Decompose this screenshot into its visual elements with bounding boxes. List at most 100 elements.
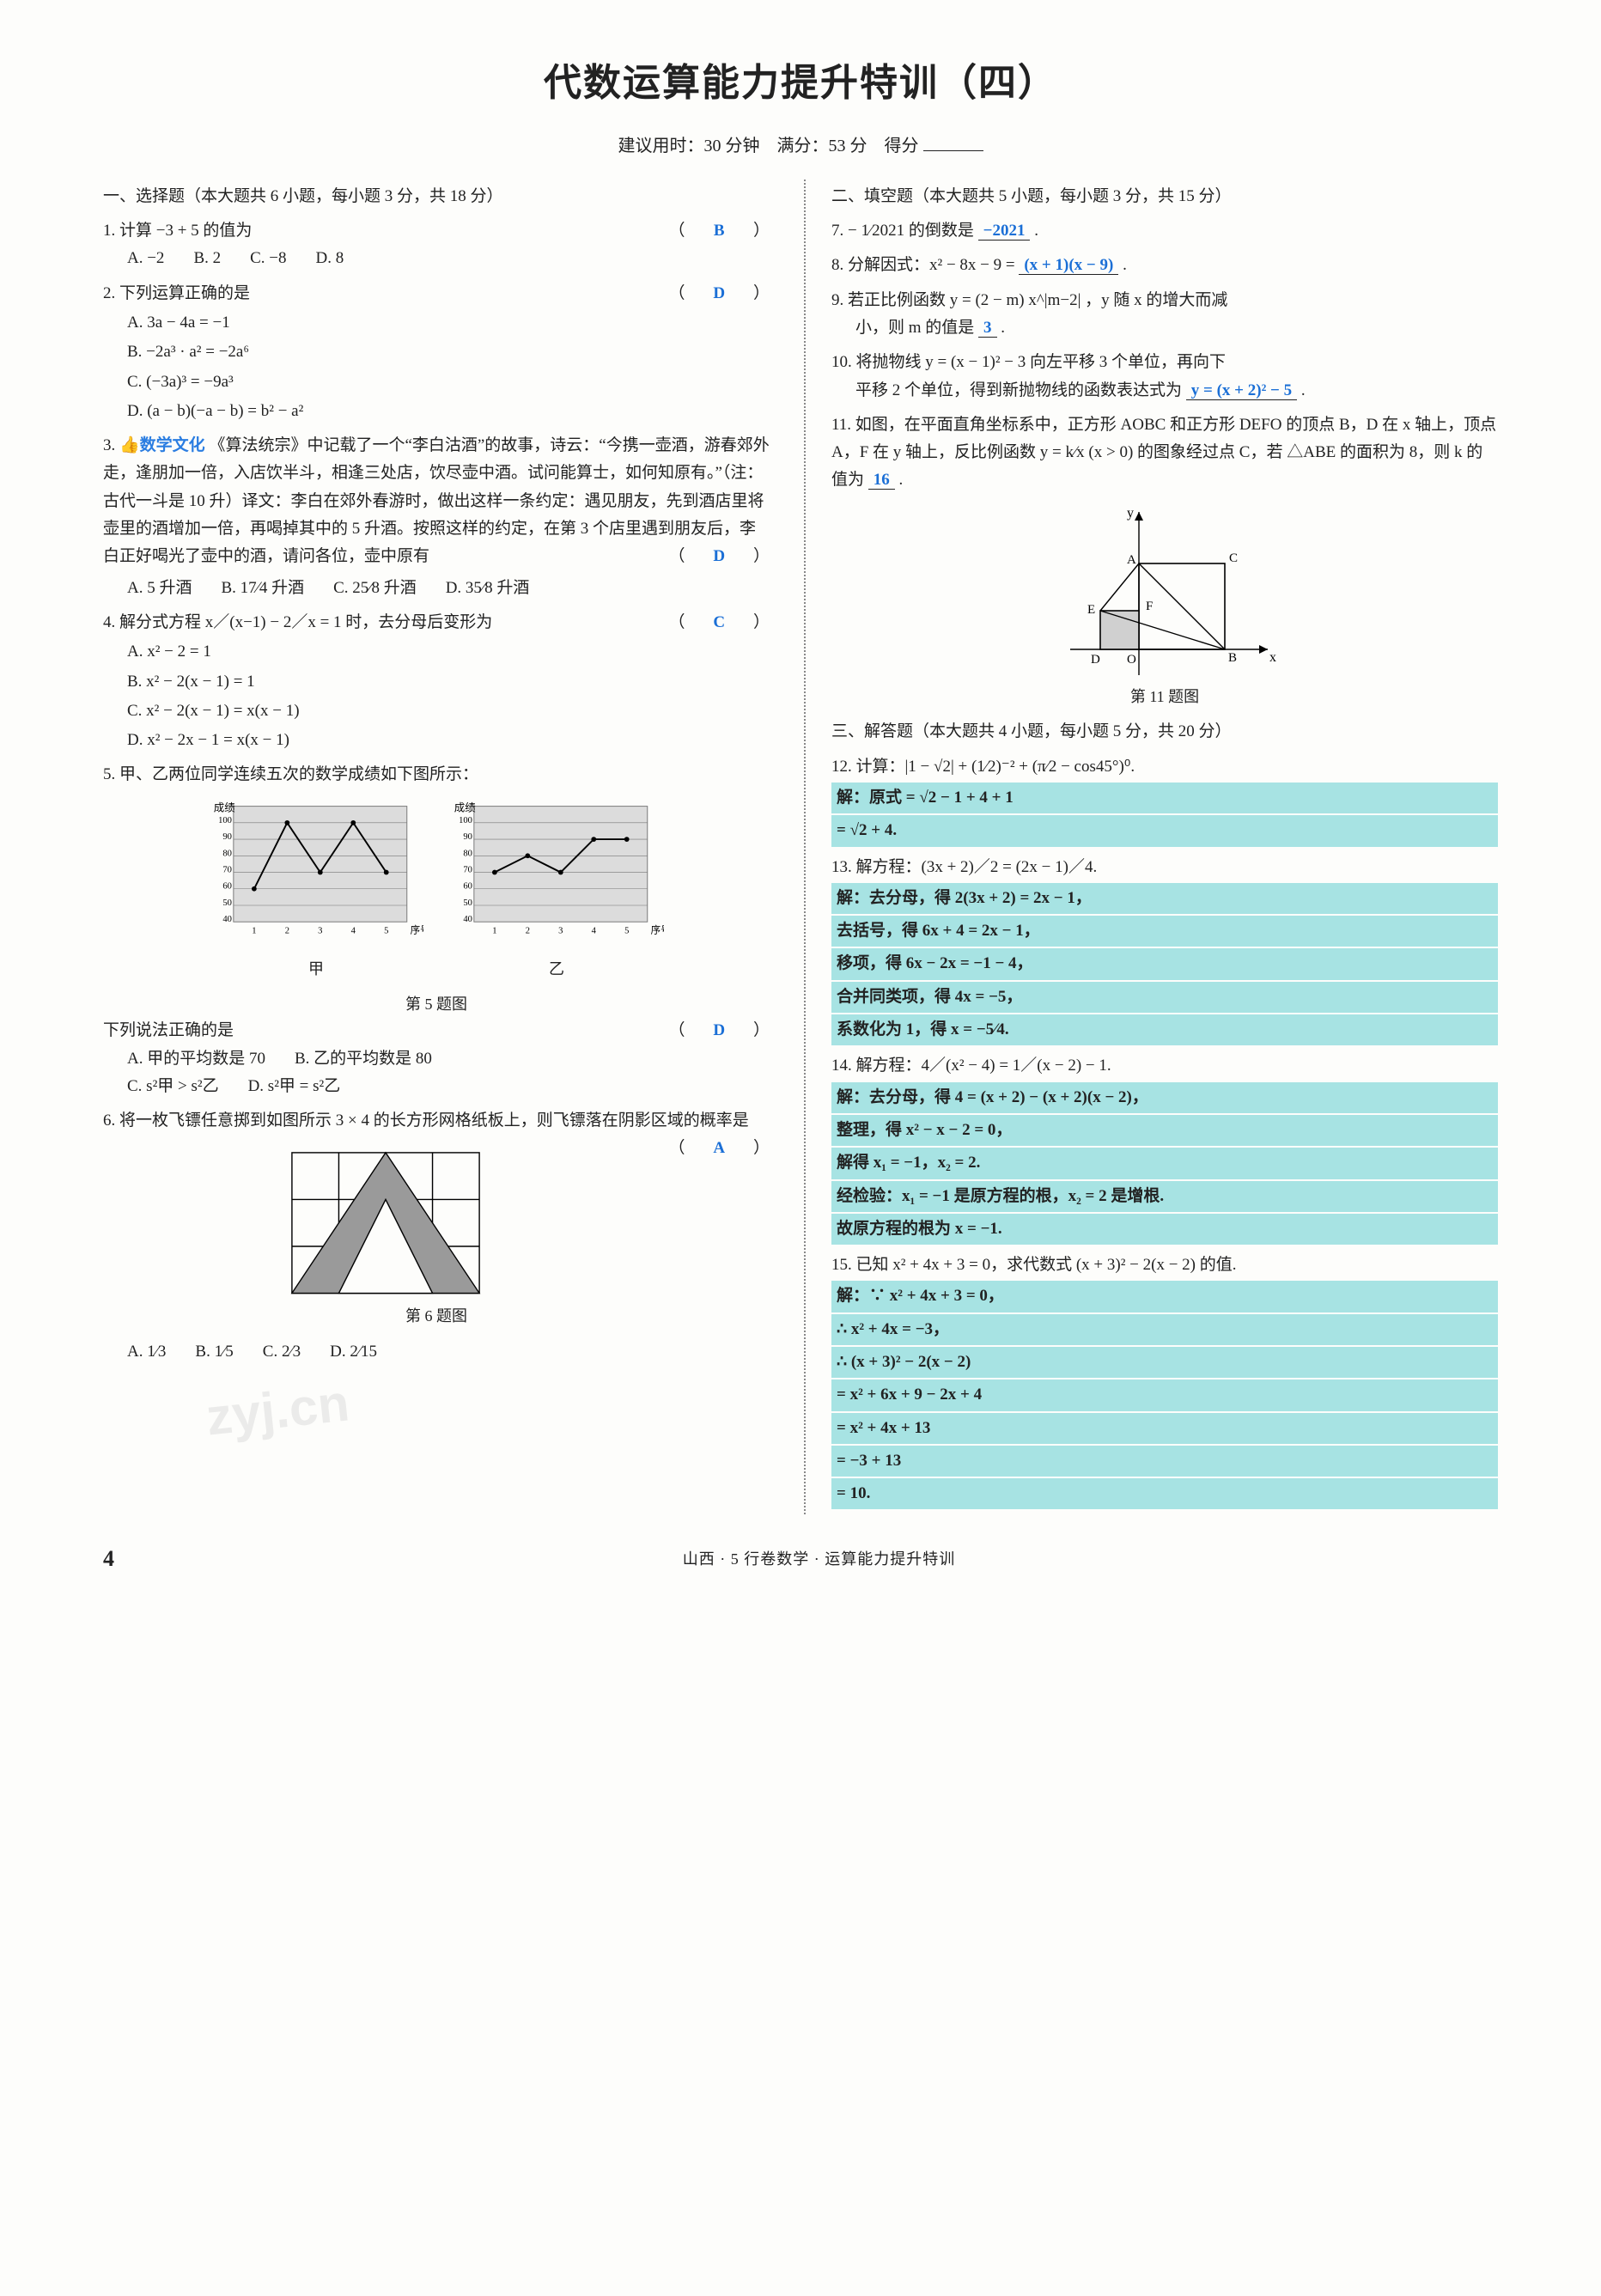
q6-optC: C. 2⁄3 [263,1338,301,1366]
svg-text:O: O [1127,653,1136,667]
q6-stem: 6. 将一枚飞镖任意掷到如图所示 3 × 4 的长方形网格纸板上，则飞镖落在阴影… [103,1111,749,1130]
q6-figure: 第 6 题图 [103,1143,770,1329]
q7-answer: −2021 [978,222,1031,241]
svg-text:2: 2 [285,926,289,935]
q4-optD: D. x² − 2x − 1 = x(x − 1) [127,727,770,754]
q3-answer: D [689,543,749,570]
svg-text:5: 5 [624,926,629,935]
q15: 15. 已知 x² + 4x + 3 = 0，求代数式 (x + 3)² − 2… [831,1252,1498,1509]
svg-text:80: 80 [463,849,472,858]
q9-tail: . [1001,319,1005,337]
q12-sol-0: 解：原式 = √2 − 1 + 4 + 1 [831,783,1498,813]
q1-optB: B. 2 [193,245,221,272]
q14-sol-3: 经检验：x₁ = −1 是原方程的根，x₂ = 2 是增根. [831,1181,1498,1212]
q4-optB: B. x² − 2(x − 1) = 1 [127,668,770,696]
svg-text:50: 50 [463,898,472,908]
svg-text:成绩: 成绩 [214,801,235,813]
svg-text:70: 70 [463,865,472,874]
q13-sol-0: 解：去分母，得 2(3x + 2) = 2x − 1， [831,883,1498,914]
svg-text:3: 3 [318,926,322,935]
q14-sol-4: 故原方程的根为 x = −1. [831,1214,1498,1245]
q6-answer: A [689,1135,749,1162]
time-hint: 建议用时：30 分钟 [618,137,760,155]
q5-left-label: 甲 [209,956,423,983]
q8-answer: (x + 1)(x − 9) [1019,256,1118,275]
q10: 10. 将抛物线 y = (x − 1)² − 3 向左平移 3 个单位，再向下… [831,349,1498,405]
q3: 3. 👍数学文化 《算法统宗》中记载了一个“李白沽酒”的故事，诗云：“今携一壶酒… [103,432,770,602]
svg-text:50: 50 [222,898,232,908]
q1-optD: D. 8 [316,245,344,272]
q4-optC: C. x² − 2(x − 1) = x(x − 1) [127,697,770,725]
svg-text:5: 5 [384,926,388,935]
q5-charts: 成绩 100 90 80 70 60 50 40 [103,798,770,983]
right-column: 二、填空题（本大题共 5 小题，每小题 3 分，共 15 分） 7. − 1⁄2… [804,180,1498,1515]
q15-stem: 15. 已知 x² + 4x + 3 = 0，求代数式 (x + 3)² − 2… [831,1252,1498,1279]
thumb-icon: 👍 [119,436,140,454]
svg-text:成绩: 成绩 [454,801,476,813]
q1-answer: B [689,217,749,245]
q6-optA: A. 1⁄3 [127,1338,166,1366]
q15-sol-0: 解：∵ x² + 4x + 3 = 0， [831,1281,1498,1312]
svg-text:D: D [1091,653,1100,667]
q10-tail: . [1301,381,1306,399]
page-footer: 4 山西 · 5 行卷数学 · 运算能力提升特训 [103,1540,1498,1578]
q4-answer: C [689,609,749,636]
svg-text:90: 90 [463,832,472,842]
svg-text:F: F [1146,600,1153,613]
q14-sol-1: 整理，得 x² − x − 2 = 0， [831,1115,1498,1146]
q7-tail: . [1034,222,1038,240]
q3-optD: D. 35⁄8 升酒 [446,575,530,602]
q9-line1: 9. 若正比例函数 y = (2 − m) x^|m−2| ，y 随 x 的增大… [831,287,1498,314]
q3-pre: 3. [103,436,119,454]
q5-chart-yi: 成绩 10090 8070 6050 40 [449,798,664,983]
q14-stem: 14. 解方程：4／(x² − 4) = 1／(x − 2) − 1. [831,1052,1498,1080]
svg-text:60: 60 [222,881,232,891]
q6-optB: B. 1⁄5 [195,1338,233,1366]
q15-sol-3: = x² + 6x + 9 − 2x + 4 [831,1379,1498,1410]
q11: 11. 如图，在平面直角坐标系中，正方形 AOBC 和正方形 DEFO 的顶点 … [831,411,1498,710]
q9: 9. 若正比例函数 y = (2 − m) x^|m−2| ，y 随 x 的增大… [831,287,1498,343]
svg-text:80: 80 [222,849,232,858]
q8-stem: 8. 分解因式：x² − 8x − 9 = [831,256,1015,274]
q15-sol-1: ∴ x² + 4x = −3， [831,1314,1498,1345]
q10-answer: y = (x + 2)² − 5 [1186,381,1297,400]
svg-text:序号: 序号 [651,923,664,935]
q13: 13. 解方程：(3x + 2)／2 = (2x − 1)／4. 解：去分母，得… [831,854,1498,1046]
q11-figure: x y O A B C D E F 第 11 题图 [831,503,1498,710]
q5-optD: D. s²甲 = s²乙 [248,1073,341,1100]
q15-sol-6: = 10. [831,1478,1498,1509]
q3-optC: C. 25⁄8 升酒 [333,575,417,602]
q2-optC: C. (−3a)³ = −9a³ [127,368,770,396]
q5-optA: A. 甲的平均数是 70 [127,1045,265,1073]
q4: 4. 解分式方程 x／(x−1) − 2／x = 1 时，去分母后变形为 （ C… [103,609,770,754]
page-title: 代数运算能力提升特训（四） [103,52,1498,116]
svg-text:70: 70 [222,865,232,874]
q10-line2: 平移 2 个单位，得到新抛物线的函数表达式为 [855,381,1182,399]
svg-text:60: 60 [463,881,472,891]
q7: 7. − 1⁄2021 的倒数是 −2021 . [831,217,1498,245]
section1-head: 一、选择题（本大题共 6 小题，每小题 3 分，共 18 分） [103,183,770,210]
q7-stem: 7. − 1⁄2021 的倒数是 [831,222,974,240]
q2-optB: B. −2a³ · a² = −2a⁶ [127,338,770,366]
score-blank[interactable] [923,134,983,151]
q10-line1: 10. 将抛物线 y = (x − 1)² − 3 向左平移 3 个单位，再向下 [831,349,1498,376]
svg-text:100: 100 [218,816,232,825]
q5-sub: 下列说法正确的是 [103,1021,234,1039]
svg-text:1: 1 [252,926,256,935]
q11-answer: 16 [868,471,895,490]
q2-stem: 2. 下列运算正确的是 [103,284,250,302]
q12-sol-1: = √2 + 4. [831,815,1498,846]
q5-chart-jia: 成绩 10090 8070 6050 40 [209,798,423,983]
svg-text:4: 4 [351,926,356,935]
q8: 8. 分解因式：x² − 8x − 9 = (x + 1)(x − 9) . [831,252,1498,279]
q3-optA: A. 5 升酒 [127,575,192,602]
svg-text:40: 40 [463,915,472,924]
q2-optA: A. 3a − 4a = −1 [127,309,770,337]
q5-optC: C. s²甲 > s²乙 [127,1073,219,1100]
sub-header: 建议用时：30 分钟 满分：53 分 得分 [103,131,1498,161]
q8-tail: . [1123,256,1127,274]
svg-text:C: C [1229,551,1238,565]
q2-optD: D. (a − b)(−a − b) = b² − a² [127,398,770,425]
q5-answer: D [689,1017,749,1044]
q5-optB: B. 乙的平均数是 80 [295,1045,432,1073]
